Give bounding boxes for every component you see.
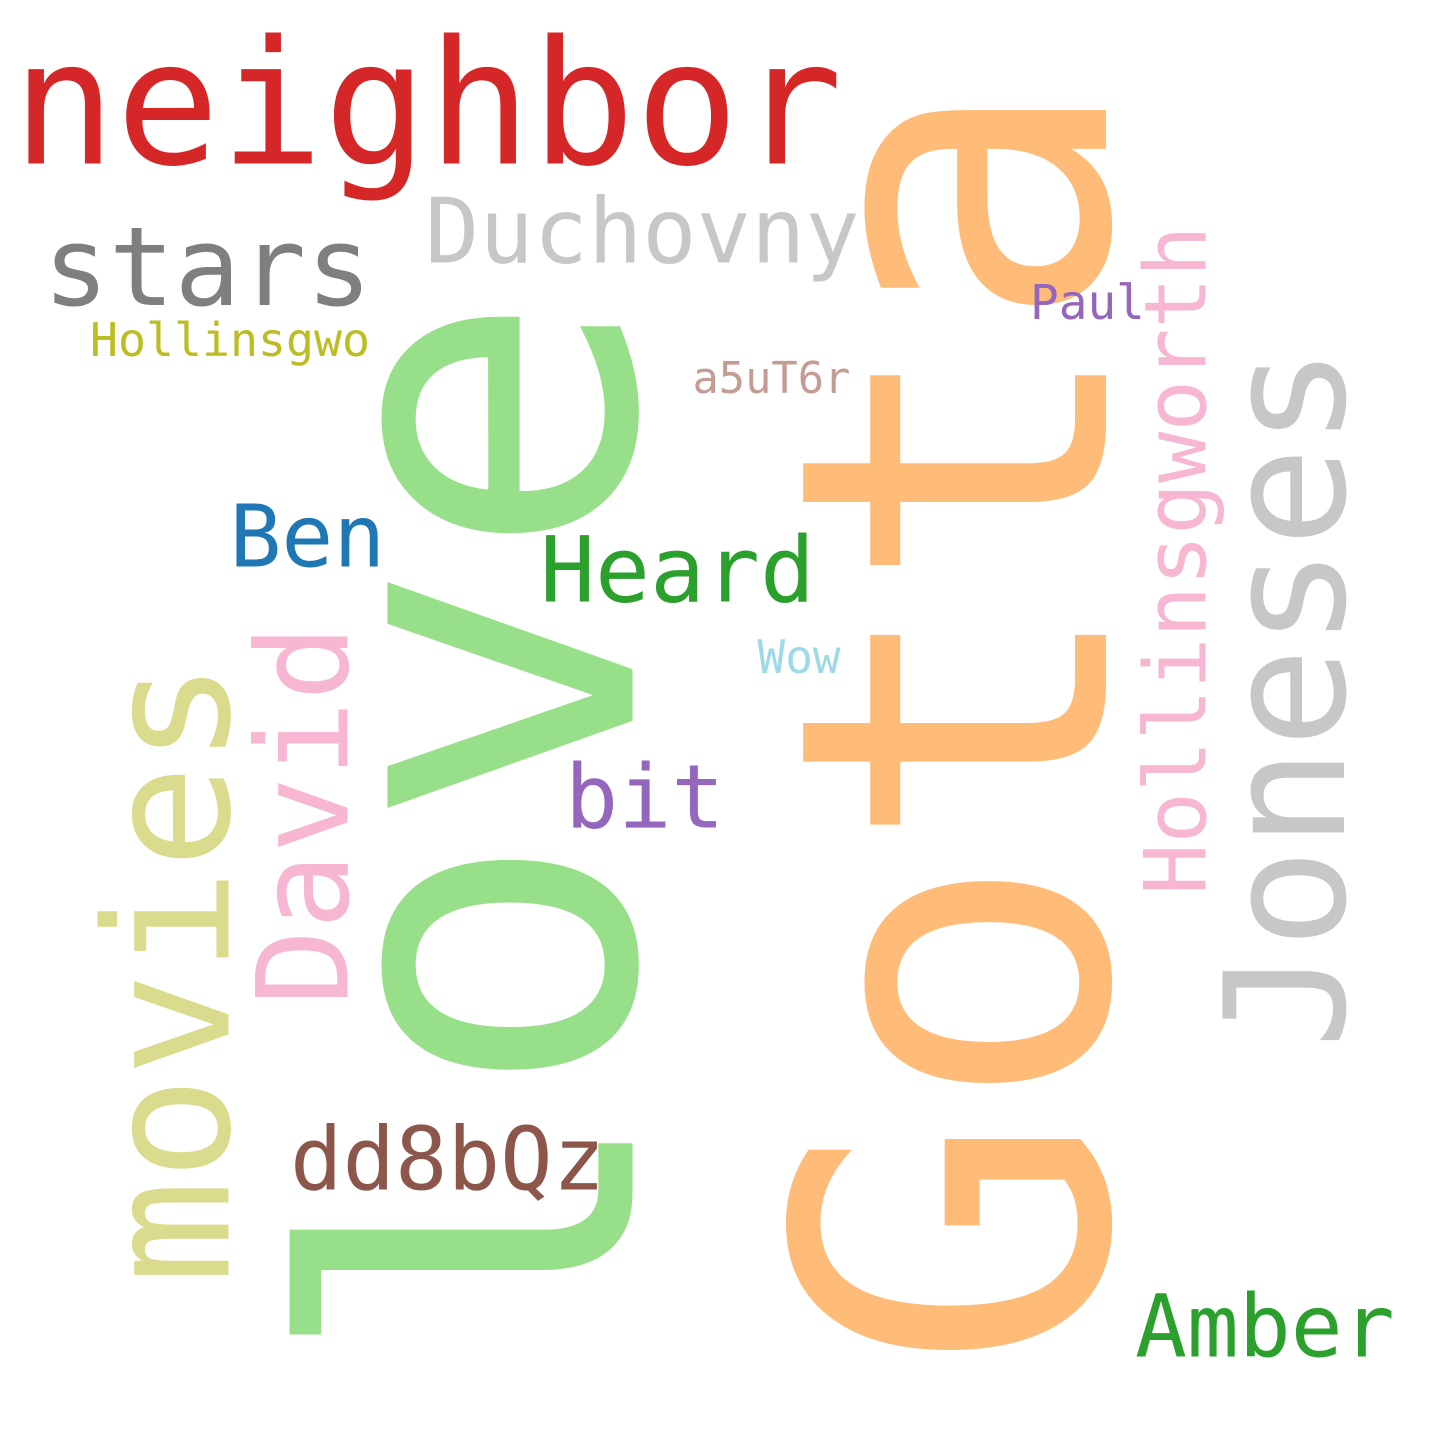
word-ben: Ben — [229, 487, 386, 588]
word-david: David — [230, 624, 378, 1006]
word-dd8bqz: dd8bQz — [290, 1108, 606, 1211]
word-wow: Wow — [757, 630, 841, 684]
word-duchovny: Duchovny — [425, 179, 860, 285]
word-amber: Amber — [1135, 1277, 1395, 1378]
word-a5ut6r: a5uT6r — [692, 353, 851, 404]
word-stars: stars — [43, 204, 372, 331]
word-hollinsgworth: Hollinsgworth — [1127, 225, 1227, 895]
word-heard: Heard — [540, 516, 816, 624]
word-joneses: Joneses — [1190, 346, 1384, 1049]
word-bit: bit — [565, 745, 725, 849]
word-neighbor: neighbor — [12, 3, 843, 205]
word-paul: Paul — [1030, 276, 1145, 331]
word-hollinsgwo: Hollinsgwo — [90, 313, 370, 367]
